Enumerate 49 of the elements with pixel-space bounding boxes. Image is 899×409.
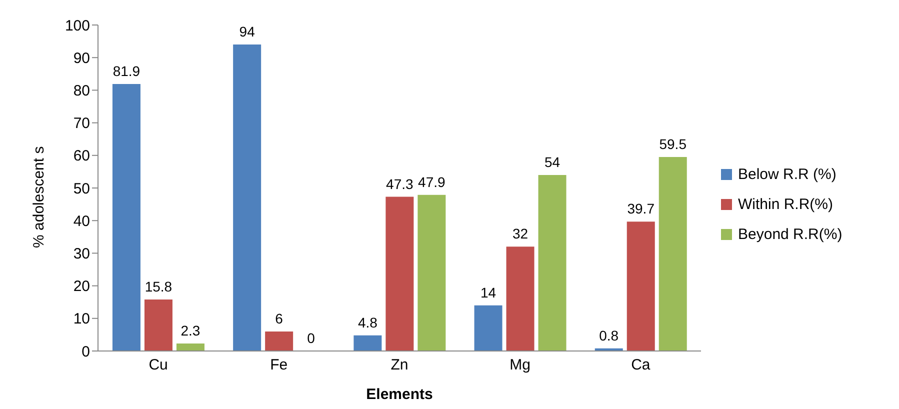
- data-label: 39.7: [627, 200, 655, 217]
- data-label: 47.3: [386, 176, 414, 192]
- bar: [354, 335, 382, 351]
- y-tick-label: 50: [73, 180, 90, 198]
- y-tick-label: 70: [73, 115, 90, 132]
- bar: [176, 344, 204, 351]
- data-label: 54: [544, 154, 560, 170]
- bar: [386, 196, 414, 351]
- data-label: 4.8: [358, 314, 378, 330]
- y-axis-title: % adolescent s: [30, 146, 48, 248]
- bar: [233, 44, 262, 351]
- bar: [538, 174, 566, 351]
- y-tick-label: 90: [73, 50, 90, 67]
- y-tick-label: 60: [73, 148, 90, 165]
- data-label: 0.8: [599, 327, 619, 344]
- bar: [626, 222, 655, 351]
- x-tick-label: Cu: [148, 356, 168, 374]
- data-label: 32: [512, 226, 528, 242]
- data-label: 6: [275, 310, 284, 326]
- bar: [506, 246, 534, 351]
- y-tick-label: 20: [73, 278, 90, 296]
- y-tick-label: 30: [73, 246, 90, 263]
- x-tick-label: Zn: [390, 356, 408, 374]
- bar: [112, 84, 140, 351]
- y-tick-label: 80: [73, 82, 90, 100]
- legend-label: Below R.R (%): [738, 166, 836, 183]
- y-tick-label: 100: [64, 17, 90, 34]
- legend-label: Within R.R(%): [738, 196, 834, 213]
- data-label: 2.3: [180, 322, 200, 338]
- y-tick-label: 10: [73, 310, 90, 328]
- x-axis-title: Elements: [366, 386, 433, 403]
- data-label: 14: [480, 284, 496, 300]
- bar: [658, 157, 687, 351]
- legend-label: Beyond R.R(%): [738, 226, 842, 243]
- data-label: 94: [239, 24, 256, 40]
- data-label: 0: [307, 330, 316, 346]
- y-tick-label: 40: [73, 212, 90, 230]
- data-label: 59.5: [659, 136, 687, 152]
- bar: [474, 305, 502, 351]
- bar: [144, 299, 172, 351]
- x-tick-label: Mg: [510, 356, 531, 374]
- bar: [418, 194, 446, 351]
- x-tick-label: Fe: [270, 356, 288, 374]
- data-label: 81.9: [112, 63, 140, 80]
- data-label: 15.8: [144, 278, 172, 294]
- data-label: 47.9: [418, 174, 446, 190]
- y-tick-label: 0: [82, 343, 90, 360]
- x-tick-label: Ca: [631, 356, 651, 374]
- bar: [265, 331, 294, 351]
